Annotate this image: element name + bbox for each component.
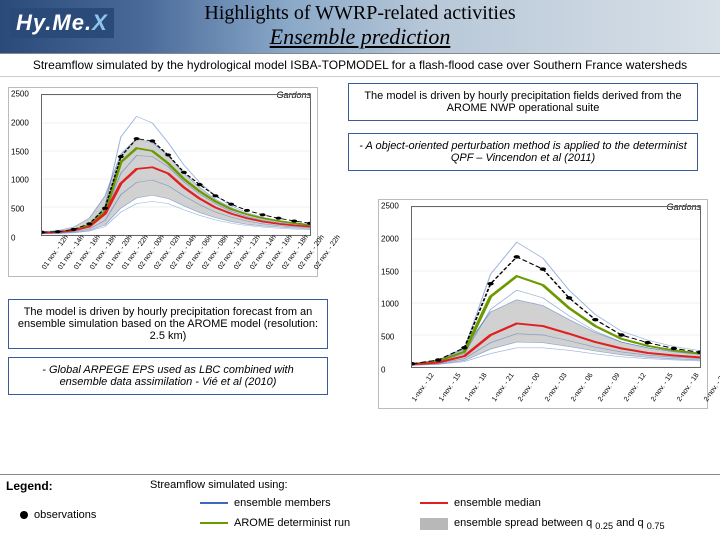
legend: Legend: Streamflow simulated using: obse…: [0, 474, 720, 540]
streamflow-chart-1: Gardons 0500100015002000250001 nov. - 12…: [8, 87, 318, 277]
line-icon: [420, 502, 448, 504]
description-text: Streamflow simulated by the hydrological…: [0, 54, 720, 77]
page-title: Highlights of WWRP-related activities: [204, 2, 515, 25]
textbox-driver-operational: The model is driven by hourly precipitat…: [348, 83, 698, 121]
logo: Hy.Me.X: [10, 8, 114, 38]
legend-spread-label: ensemble spread between q 0.25 and q 0.7…: [454, 517, 665, 531]
legend-median: ensemble median: [420, 497, 541, 509]
content-area: Gardons 0500100015002000250001 nov. - 12…: [0, 77, 720, 477]
legend-members-label: ensemble members: [234, 497, 331, 509]
textbox-driver-ensemble: The model is driven by hourly precipitat…: [8, 299, 328, 349]
box-icon: [420, 518, 448, 530]
logo-text: Hy.Me.: [16, 10, 92, 35]
line-icon: [200, 502, 228, 504]
legend-det-label: AROME determinist run: [234, 517, 350, 529]
legend-median-label: ensemble median: [454, 497, 541, 509]
chart2-plot: [411, 206, 701, 368]
legend-observations: observations: [20, 509, 96, 521]
header-banner: Hy.Me.X Highlights of WWRP-related activ…: [0, 0, 720, 54]
line-icon: [200, 522, 228, 524]
textbox-perturbation-method: - A object-oriented perturbation method …: [348, 133, 698, 171]
legend-title: Legend:: [6, 479, 53, 493]
legend-spread: ensemble spread between q 0.25 and q 0.7…: [420, 517, 665, 531]
textbox-arpege-lbc: - Global ARPEGE EPS used as LBC combined…: [8, 357, 328, 395]
dot-icon: [20, 511, 28, 519]
legend-obs-label: observations: [34, 509, 96, 521]
legend-intro: Streamflow simulated using:: [150, 479, 288, 491]
page-subtitle: Ensemble prediction: [270, 24, 451, 50]
chart1-plot: [41, 94, 311, 236]
streamflow-chart-2: Gardons 050010001500200025001-nov. - 121…: [378, 199, 708, 409]
legend-members: ensemble members: [200, 497, 331, 509]
logo-suffix: X: [92, 10, 108, 35]
legend-deterministic: AROME determinist run: [200, 517, 350, 529]
